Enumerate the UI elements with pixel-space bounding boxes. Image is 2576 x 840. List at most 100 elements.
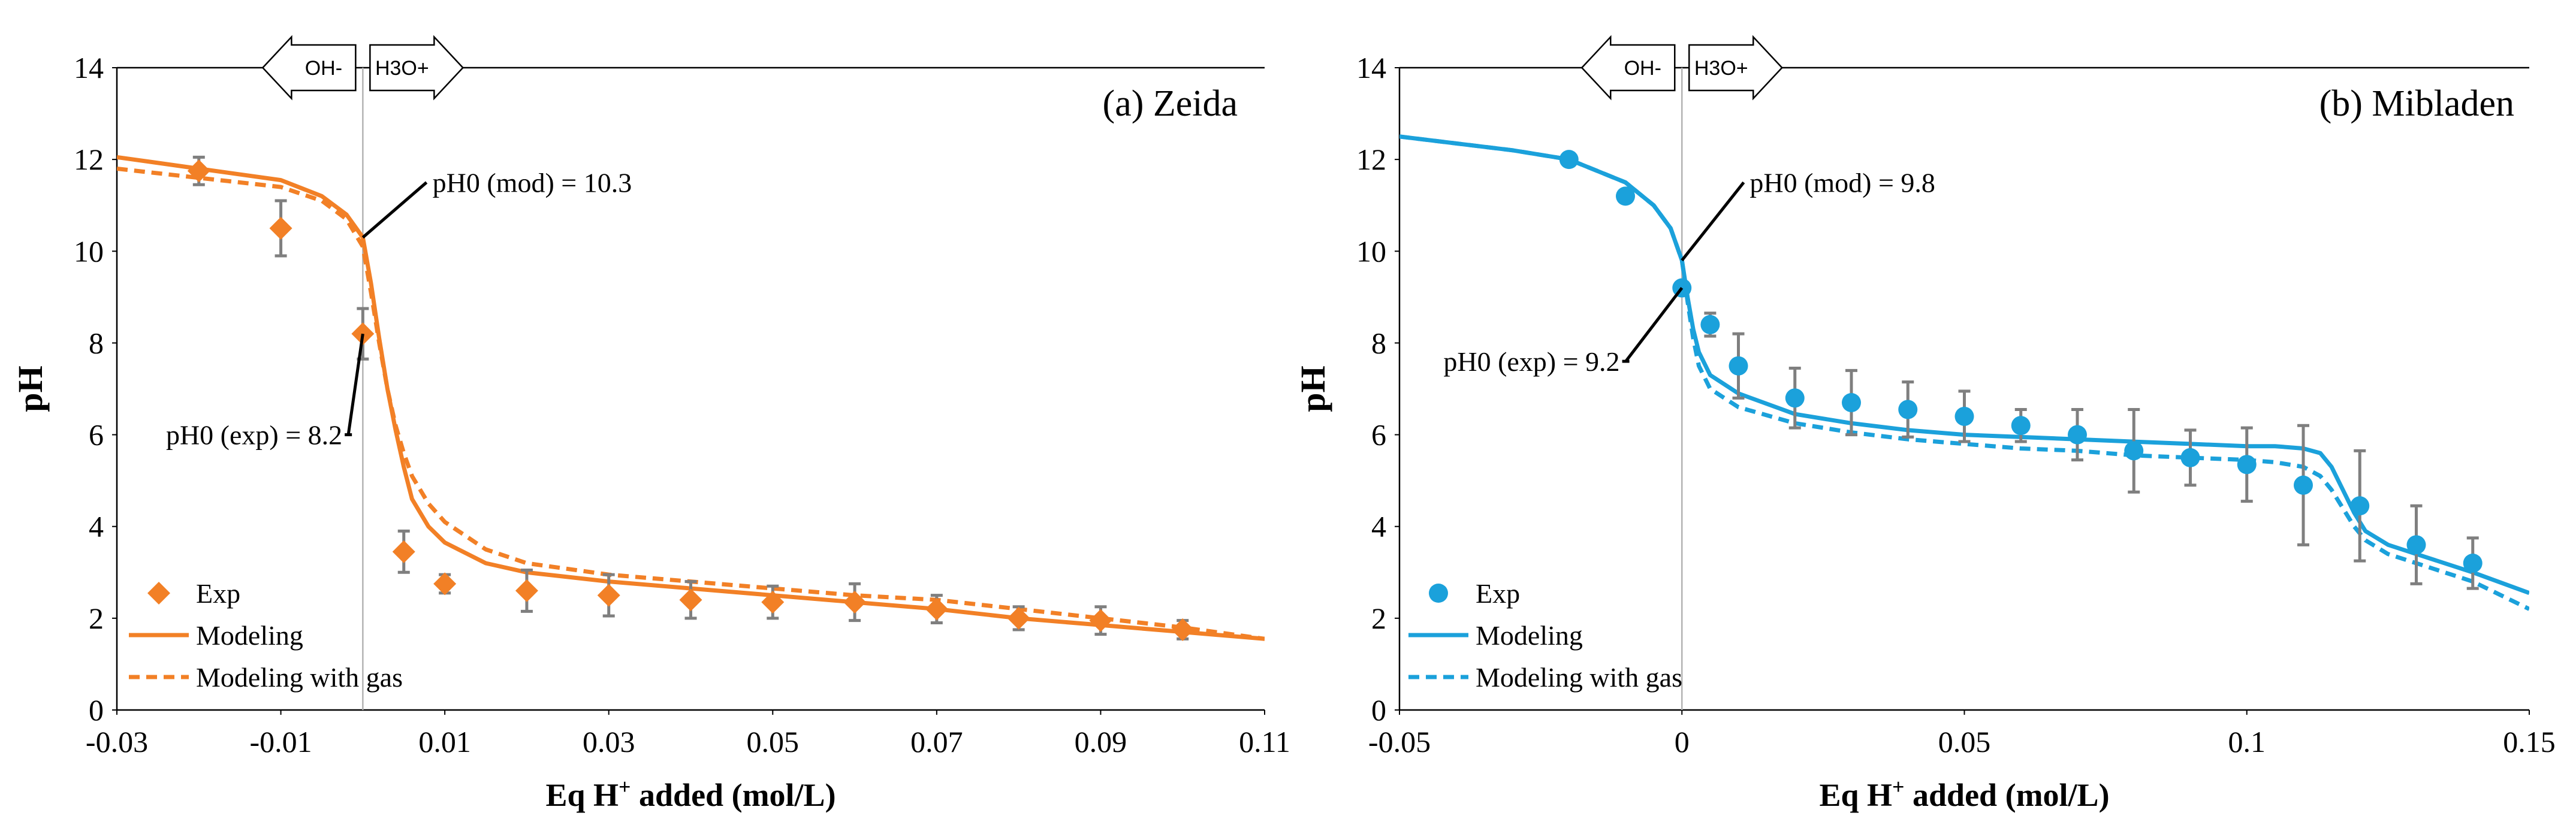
- panel-b-y-tick-label: 8: [1371, 326, 1386, 359]
- panel-a-exp-point: [392, 540, 415, 563]
- panel-b-exp-point: [2463, 553, 2483, 573]
- panel-a-x-tick-label: 0.07: [910, 725, 963, 759]
- panel-a-exp-point: [1089, 609, 1112, 632]
- panel-b-exp-point: [2350, 496, 2370, 516]
- panel-a-exp-point: [597, 584, 620, 607]
- panel-b-modeling-gas-line: [1399, 134, 2529, 611]
- panel-b-annotation-leader: [1624, 287, 1684, 362]
- panel-a-legend-label: Modeling: [196, 620, 303, 651]
- panel-a-exp-point: [925, 597, 948, 621]
- panel-a-y-tick-label: 0: [89, 693, 104, 727]
- panel-b-h3o-arrow-label: H3O+: [1694, 57, 1748, 80]
- panel-b-exp-point: [2011, 416, 2031, 436]
- panel-b-exp-point: [2237, 455, 2257, 475]
- panel-b-exp-point: [2124, 441, 2144, 461]
- panel-b-exp-point: [1559, 150, 1579, 170]
- panel-b-x-tick-label: 0.15: [2503, 725, 2556, 759]
- panel-b-exp-point: [1700, 315, 1720, 334]
- panel-b-y-axis-label: pH: [1293, 365, 1332, 412]
- panel-a-legend-label: Exp: [196, 578, 240, 609]
- panel-b-h3o-arrow-icon: [1688, 35, 1783, 101]
- panel-b-y-tick-label: 10: [1356, 234, 1386, 268]
- panel-b-legend-swatch-exp: [1429, 584, 1448, 603]
- panel-b-annotation-leader: [1681, 181, 1745, 262]
- panel-b-annotation-0: pH0 (mod) = 9.8: [1749, 167, 1935, 198]
- panel-b-legend-label: Modeling: [1476, 620, 1583, 651]
- panel-b-exp-point: [2406, 535, 2426, 555]
- panel-b-y-tick-label: 12: [1356, 143, 1386, 176]
- panel-a-x-tick-label: 0.03: [583, 725, 635, 759]
- panel-b-exp-point: [2294, 475, 2313, 495]
- panel-b-exp-point: [2180, 448, 2200, 467]
- panel-b-x-tick-label: 0.1: [2228, 725, 2266, 759]
- panel-b-exp-point: [1954, 406, 1974, 426]
- panel-a-annotation-leader: [346, 333, 364, 435]
- panel-b-x-tick-label: 0: [1675, 725, 1690, 759]
- panel-a-x-axis-label-sup: +: [619, 775, 631, 799]
- panel-a-exp-point: [433, 572, 457, 596]
- panel-a-h3o-arrow-label: H3O+: [375, 57, 429, 80]
- panel-a-exp-point: [269, 217, 292, 240]
- panel-a-x-tick-label: -0.03: [86, 725, 148, 759]
- panel-a-y-tick-label: 12: [74, 143, 104, 176]
- panel-b-x-axis-label-main: Eq H: [1819, 777, 1892, 813]
- panel-a-x-tick-label: -0.01: [249, 725, 312, 759]
- panel-a-exp-point: [515, 579, 538, 602]
- panel-b-x-tick-label: 0.05: [1938, 725, 1991, 759]
- panel-a-exp-point: [679, 588, 702, 612]
- panel-a-x-tick-label: 0.09: [1075, 725, 1127, 759]
- panel-a-h3o-arrow-icon: [369, 35, 464, 101]
- panel-a-oh-arrow-label: OH-: [305, 57, 342, 80]
- panel-b-y-tick-label: 6: [1371, 418, 1386, 452]
- panel-a-x-tick-label: 0.01: [418, 725, 471, 759]
- panel-a-y-tick-label: 6: [89, 418, 104, 452]
- panel-a-y-tick-label: 8: [89, 326, 104, 359]
- panel-a-exp-point: [843, 591, 867, 614]
- panel-b-legend-label: Exp: [1476, 578, 1520, 609]
- panel-a-legend-label: Modeling with gas: [196, 662, 403, 693]
- panel-a-y-tick-label: 14: [74, 51, 104, 84]
- panel-b-legend-label: Modeling with gas: [1476, 662, 1682, 693]
- panel-a-group: 0 2 4 6 8 10 12 14 -0.03 -0.01 0.01 0.03 0.05 0.07 0.0…: [11, 35, 1290, 813]
- panel-b-title: (b) Mibladen: [2319, 83, 2514, 124]
- panel-a-exp-point: [1171, 618, 1195, 641]
- panel-b-exp-point: [1842, 392, 1861, 412]
- panel-a-annotation-1: pH0 (exp) = 8.2: [166, 420, 342, 451]
- panel-a-exp-point: [761, 591, 785, 614]
- panel-a-title: (a) Zeida: [1103, 83, 1238, 124]
- panel-a-annotation-leader: [361, 181, 428, 239]
- panel-b-oh-arrow-label: OH-: [1624, 57, 1661, 80]
- panel-a-y-axis-label: pH: [11, 365, 50, 412]
- panel-b-y-tick-label: 14: [1356, 51, 1386, 84]
- panel-b-exp-point: [1898, 400, 1918, 419]
- panel-b-exp-point: [1729, 356, 1748, 376]
- panel-b-y-tick-label: 0: [1371, 693, 1386, 727]
- panel-a-exp-point: [1007, 606, 1030, 630]
- panel-a-y-tick-label: 4: [89, 510, 104, 543]
- panel-a-legend-swatch-exp: [147, 582, 170, 605]
- panel-b-x-axis-label: Eq H+ added (mol/L): [1819, 775, 2109, 813]
- panel-a-y-tick-label: 10: [74, 234, 104, 268]
- panel-b-oh-arrow-icon: [1580, 35, 1676, 101]
- panel-b-annotation-1: pH0 (exp) = 9.2: [1443, 346, 1619, 377]
- panel-b-exp-point: [1785, 388, 1805, 408]
- panel-a-modeling-gas-line: [117, 167, 1265, 641]
- panel-a-x-axis-label-main: Eq H: [545, 777, 619, 813]
- panel-b-exp-point: [2068, 425, 2087, 445]
- panel-a-y-tick-label: 2: [89, 602, 104, 635]
- panel-a-x-axis-label: Eq H+ added (mol/L): [545, 775, 835, 813]
- panel-a-x-tick-label: 0.05: [747, 725, 800, 759]
- panel-b-exp-point: [1616, 186, 1635, 206]
- panel-b-x-tick-label: -0.05: [1368, 725, 1431, 759]
- panel-a-x-tick-label: 0.11: [1239, 725, 1290, 759]
- panel-b-x-axis-label-rest: added (mol/L): [1905, 777, 2110, 813]
- panel-b-y-tick-label: 2: [1371, 602, 1386, 635]
- panel-a-annotation-0: pH0 (mod) = 10.3: [433, 167, 632, 198]
- panel-a-x-axis-label-rest: added (mol/L): [631, 777, 836, 813]
- panel-a-exp-point: [187, 159, 210, 183]
- panel-a-oh-arrow-icon: [261, 35, 357, 101]
- panel-b-x-axis-label-sup: +: [1892, 775, 1905, 799]
